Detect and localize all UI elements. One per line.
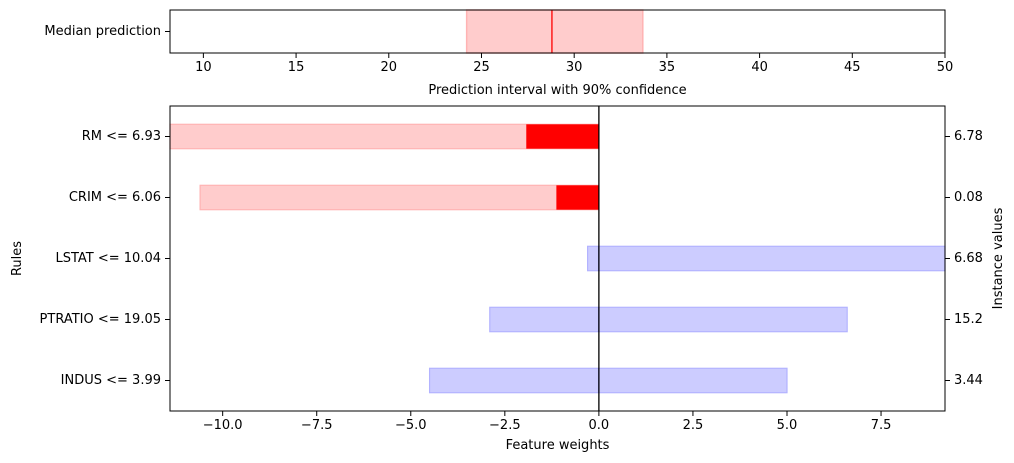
- x-tick-label: 10: [195, 60, 212, 75]
- x-tick-label: −5.0: [395, 418, 427, 433]
- instance-value-label: 3.44: [954, 373, 983, 388]
- rule-label: CRIM <= 6.06: [69, 190, 161, 205]
- instance-value-label: 6.78: [954, 129, 983, 144]
- rule-label: RM <= 6.93: [82, 129, 161, 144]
- feature-weights-panel: RM <= 6.93 6.78 CRIM <= 6.06 0.08 LSTAT <= 1…: [10, 105, 1006, 453]
- x-tick-label: 15: [288, 60, 305, 75]
- x-tick-label: −2.5: [489, 418, 521, 433]
- uncertainty-bar: [586, 245, 946, 272]
- x-tick-label: 20: [381, 60, 398, 75]
- rule-label: INDUS <= 3.99: [61, 373, 161, 388]
- x-axis-title: Feature weights: [506, 438, 610, 453]
- x-tick-label: 7.5: [871, 418, 892, 433]
- x-tick-label: 45: [844, 60, 861, 75]
- rule-label: LSTAT <= 10.04: [55, 251, 161, 266]
- weight-bar: [556, 185, 599, 210]
- uncertainty-bar: [428, 367, 788, 394]
- rule-label: PTRATIO <= 19.05: [40, 312, 161, 327]
- x-axis-title: Prediction interval with 90% confidence: [428, 83, 686, 98]
- x-tick-label: 40: [751, 60, 768, 75]
- instance-value-label: 6.68: [954, 251, 983, 266]
- prediction-interval-panel: Median prediction 10 15 20 25 30 35 40 45 50 Predi…: [44, 9, 954, 98]
- x-tick-label: 5.0: [777, 418, 798, 433]
- x-tick-label: 35: [659, 60, 676, 75]
- instance-value-label: 15.2: [954, 312, 983, 327]
- prediction-interval-bar: [465, 9, 644, 54]
- uncertainty-bar: [489, 306, 848, 333]
- x-tick-label: 0.0: [589, 418, 610, 433]
- x-tick-label: 2.5: [683, 418, 704, 433]
- weight-bar: [526, 124, 599, 149]
- y2-axis-title: Instance values: [991, 207, 1006, 309]
- instance-value-label: 0.08: [954, 190, 983, 205]
- x-tick-label: −7.5: [301, 418, 333, 433]
- x-tick-label: 50: [937, 60, 954, 75]
- main-axes-frame: [169, 105, 946, 412]
- x-tick-label: −10.0: [203, 418, 243, 433]
- x-tick-label: 30: [566, 60, 583, 75]
- y-tick-label: Median prediction: [44, 24, 161, 39]
- y-axis-title: Rules: [10, 241, 25, 276]
- x-tick-label: 25: [473, 60, 490, 75]
- uncertainty-bar: [199, 184, 600, 211]
